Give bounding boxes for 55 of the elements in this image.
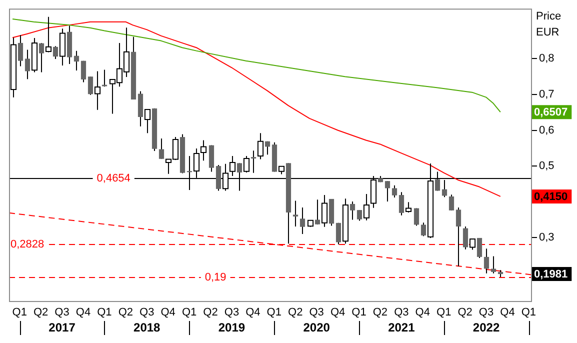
candlestick bbox=[384, 180, 390, 202]
x-tick-label: Q3 bbox=[478, 306, 494, 319]
x-tick-label: Q3 bbox=[309, 306, 324, 319]
x2-tick-label: 2020 bbox=[303, 320, 330, 334]
x-tick-label: Q1 bbox=[352, 306, 366, 319]
y-tick-label: 0,7 bbox=[539, 88, 554, 101]
x-tick-label: Q1 bbox=[521, 306, 536, 319]
x-tick-label: Q2 bbox=[33, 306, 48, 319]
x-tick-label: Q4 bbox=[160, 306, 176, 319]
x-tick-label: Q3 bbox=[224, 306, 240, 319]
candlestick bbox=[414, 208, 420, 226]
x-tick-label: Q2 bbox=[372, 306, 388, 319]
candlestick bbox=[448, 194, 454, 211]
y-axis-title: Price EUR bbox=[536, 10, 562, 39]
x-tick-label: Q3 bbox=[140, 306, 154, 319]
x2-tick-label: 2018 bbox=[134, 320, 161, 334]
x2-tick-label: 2019 bbox=[218, 320, 246, 334]
x-tick-label: Q4 bbox=[76, 306, 91, 319]
x2-tick-label: 2017 bbox=[48, 320, 76, 334]
ref-line-label: 0,2828 bbox=[10, 238, 44, 251]
x-tick-label: Q4 bbox=[246, 306, 260, 319]
x2-tick-label: 2021 bbox=[388, 320, 416, 334]
candlestick bbox=[292, 200, 298, 228]
x-tick-label: Q4 bbox=[415, 306, 430, 319]
x-tick-label: Q3 bbox=[394, 306, 409, 319]
candlestick bbox=[490, 256, 496, 274]
x-tick-label: Q2 bbox=[458, 306, 472, 319]
candlestick bbox=[80, 60, 86, 83]
x-tick-label: Q2 bbox=[288, 306, 303, 319]
candlestick bbox=[74, 50, 80, 71]
ref-line-label: 0,19 bbox=[204, 272, 226, 284]
y-tick-label: 0,5 bbox=[539, 160, 554, 172]
text: 0,6507 bbox=[534, 106, 568, 119]
ref-line-label: 0,4654 bbox=[96, 172, 130, 185]
x-tick-label: Q3 bbox=[54, 306, 70, 319]
x2-tick-label: 2022 bbox=[472, 320, 500, 334]
y-tick-label: 0,6 bbox=[539, 124, 554, 136]
candlestick bbox=[300, 207, 306, 235]
text: 0,1981 bbox=[534, 268, 568, 281]
y-tick-label: 0,8 bbox=[539, 52, 554, 65]
x-tick-label: Q4 bbox=[500, 306, 515, 319]
x-tick-label: Q2 bbox=[203, 306, 218, 319]
candlestick bbox=[456, 207, 462, 267]
candlestick bbox=[392, 184, 398, 198]
x-tick-label: Q1 bbox=[266, 306, 282, 319]
x-tick-label: Q2 bbox=[118, 306, 134, 319]
text: 0,4150 bbox=[534, 190, 568, 203]
candlestick bbox=[484, 248, 490, 274]
x-tick-label: Q1 bbox=[12, 306, 27, 319]
y-tick-label: 0,3 bbox=[539, 232, 554, 244]
candlestick bbox=[208, 144, 214, 172]
x-tick-label: Q1 bbox=[436, 306, 452, 319]
x-tick-label: Q1 bbox=[97, 306, 112, 319]
x-tick-label: Q4 bbox=[330, 306, 346, 319]
x-tick-label: Q1 bbox=[182, 306, 197, 319]
